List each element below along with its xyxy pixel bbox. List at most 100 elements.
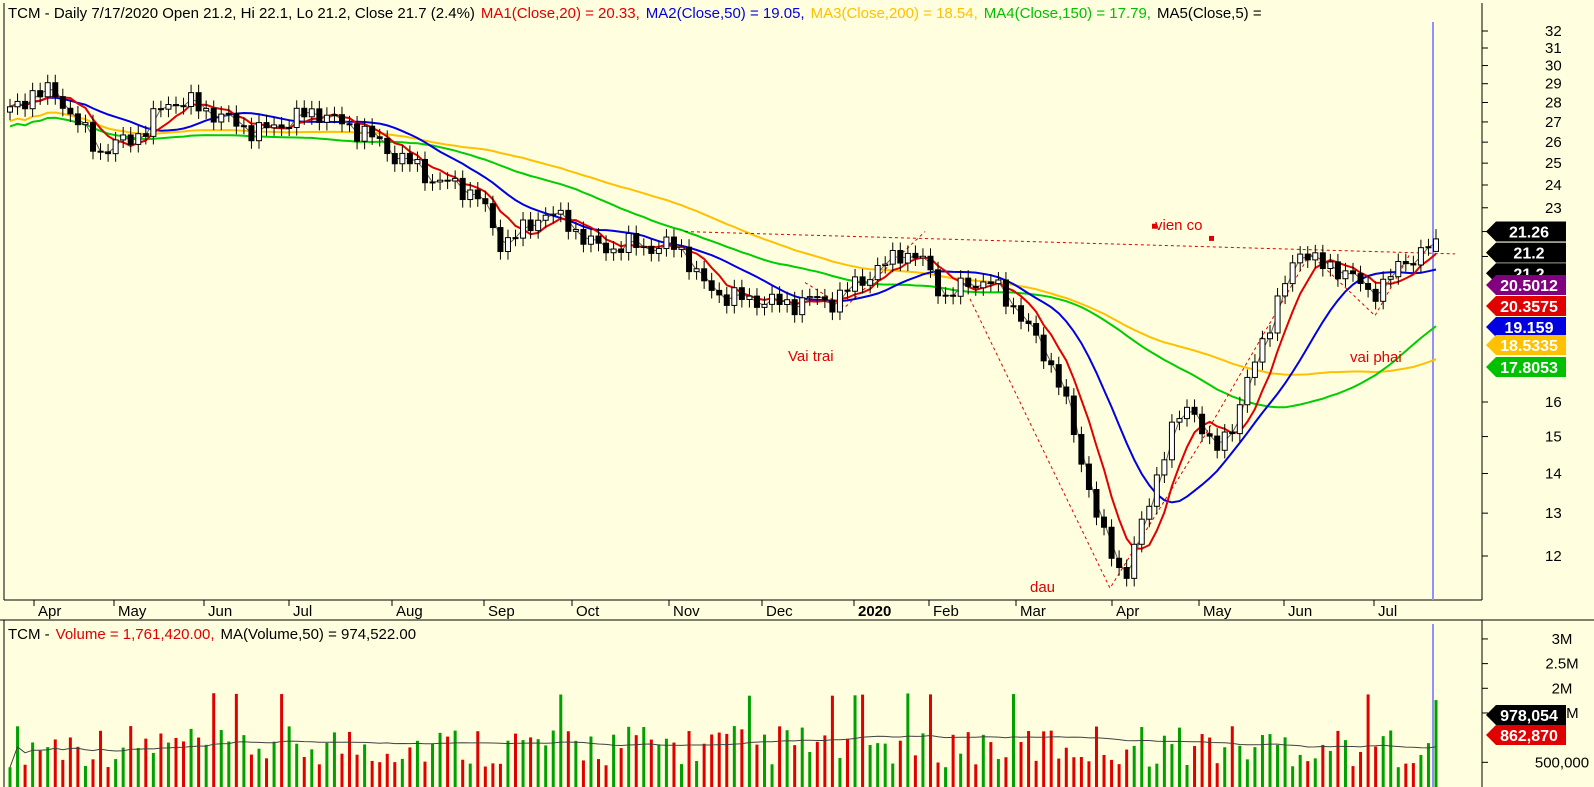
volume-bar-down	[38, 750, 42, 787]
candle-down	[338, 114, 345, 125]
candle-up	[7, 106, 13, 113]
x-tick-label: Jun	[1288, 603, 1312, 620]
volume-bar-down	[1125, 749, 1129, 787]
candle-down	[1214, 435, 1221, 451]
volume-bar-down	[1079, 757, 1083, 787]
volume-bar-up	[453, 730, 457, 787]
volume-bar-up	[166, 742, 170, 787]
volume-bar-up	[295, 743, 299, 787]
volume-bar-up	[1147, 766, 1151, 787]
volume-bar-up	[363, 744, 367, 787]
volume-bar-up	[1245, 759, 1249, 787]
volume-tick-label: 500,000	[1535, 754, 1589, 771]
volume-bar-down	[529, 737, 533, 787]
volume-bar-up	[574, 740, 578, 787]
annotation-right-shoulder: vai phai	[1350, 349, 1402, 366]
volume-bar-down	[725, 733, 729, 787]
candle-up	[1282, 283, 1289, 297]
volume-bar-up	[1313, 758, 1317, 787]
candle-up	[203, 107, 210, 112]
volume-bar-down	[634, 735, 638, 787]
volume-bar-down	[1306, 761, 1310, 787]
y-tick-label: 29	[1545, 76, 1562, 93]
candle-down	[459, 177, 466, 201]
candle-down	[1048, 360, 1055, 366]
candle-down	[376, 136, 383, 139]
volume-bar-down	[68, 737, 72, 787]
candle-down	[1033, 323, 1040, 336]
candle-up	[1387, 276, 1394, 280]
volume-title: TCM - Volume = 1,761,420.00, MA(Volume,50)…	[8, 626, 416, 643]
volume-bar-up	[1298, 754, 1302, 787]
x-tick-label: Jun	[208, 603, 232, 620]
candle-down	[603, 242, 610, 254]
candle-up	[1131, 543, 1138, 579]
candle-down	[105, 151, 112, 155]
candle-down	[316, 108, 323, 123]
volume-bar-down	[966, 732, 970, 787]
volume-bar-down	[1230, 726, 1234, 787]
volume-bar-down	[702, 743, 706, 787]
candle-up	[414, 158, 421, 165]
volume-bar-down	[174, 737, 178, 787]
volume-bar-up	[219, 730, 223, 787]
y-tick-label: 15	[1545, 429, 1562, 446]
candle-down	[738, 287, 745, 300]
candle-down	[1334, 261, 1341, 280]
y-tick-label: 24	[1545, 177, 1562, 194]
candle-down	[1108, 526, 1115, 559]
candle-down	[278, 124, 285, 129]
volume-bar-up	[627, 726, 631, 787]
candle-up	[1274, 295, 1281, 334]
volume-bar-up	[853, 695, 857, 787]
volume-bar-up	[332, 732, 336, 787]
volume-bar-down	[265, 758, 269, 787]
volume-bar-up	[1177, 727, 1181, 787]
neckline	[684, 231, 1456, 255]
candle-down	[595, 235, 602, 244]
volume-bar-down	[408, 747, 412, 787]
volume-bar-up	[883, 743, 887, 787]
candle-up	[882, 263, 889, 267]
candle-down	[716, 289, 723, 296]
candle-down	[1063, 386, 1070, 397]
candle-down	[1402, 261, 1409, 265]
ma150-line	[9, 116, 1437, 409]
candle-down	[927, 255, 934, 271]
ma20-line	[9, 95, 1437, 550]
candle-down	[248, 125, 255, 142]
candle-up	[957, 277, 964, 297]
candle-down	[1229, 431, 1236, 435]
ma-marker-label: 20.3575	[1500, 299, 1558, 316]
volume-bar-up	[227, 741, 231, 787]
candle-down	[1101, 516, 1108, 528]
candle-up	[1176, 418, 1183, 423]
annotation-left-shoulder: Vai trai	[788, 348, 834, 365]
candle-up	[520, 219, 527, 239]
volume-bar-up	[1132, 745, 1136, 787]
x-tick-label: Dec	[766, 603, 793, 620]
volume-bar-down	[197, 737, 201, 787]
candle-down	[482, 198, 489, 205]
candle-up	[1433, 238, 1439, 252]
volume-bar-down	[476, 731, 480, 787]
volume-bar-down	[129, 726, 133, 787]
candle-up	[1297, 253, 1304, 264]
volume-bar-down	[913, 755, 917, 787]
volume-bar-up	[1011, 694, 1015, 787]
volume-bar-down	[53, 739, 57, 787]
candle-down	[346, 123, 353, 126]
volume-bar-up	[1328, 750, 1332, 787]
candle-down	[565, 209, 572, 232]
candle-down	[210, 107, 217, 123]
x-tick-label: Nov	[673, 603, 700, 620]
y-tick-label: 26	[1545, 134, 1562, 151]
volume-bar-up	[1426, 743, 1430, 787]
ma-marker-box	[1486, 275, 1566, 295]
candle-down	[723, 294, 730, 306]
candle-down	[354, 123, 361, 142]
volume-bar-down	[234, 693, 238, 787]
candle-down	[1304, 253, 1311, 261]
volume-bar-up	[310, 749, 314, 787]
volume-bar-up	[695, 760, 699, 787]
